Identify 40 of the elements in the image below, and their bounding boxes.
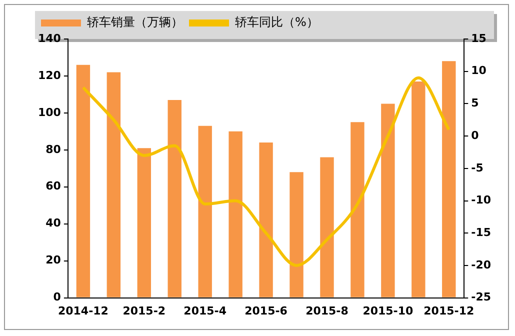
y-tick-label: 0 <box>53 290 62 304</box>
y-tick-label: 40 <box>46 216 62 230</box>
x-tick-label: 2015-8 <box>306 304 348 318</box>
y-tick-label: 100 <box>38 106 62 119</box>
y2-tick-label: 10 <box>471 64 487 78</box>
bar <box>350 122 364 298</box>
y-tick-label: 120 <box>38 68 62 82</box>
bar <box>137 148 152 298</box>
y-tick-label: 20 <box>46 254 62 267</box>
bar <box>259 142 273 298</box>
legend-label: 轿车销量（万辆） <box>87 15 183 30</box>
bar <box>198 126 212 298</box>
y2-tick-label: -15 <box>471 226 491 239</box>
x-tick-label: 2015-4 <box>184 304 227 318</box>
bar <box>228 131 242 298</box>
bar <box>442 61 456 298</box>
bar <box>76 64 90 298</box>
bar <box>381 104 395 298</box>
bar <box>412 82 426 298</box>
bar <box>106 72 121 298</box>
y2-tick-label: -5 <box>471 161 484 174</box>
x-tick-label: 2015-6 <box>244 304 288 318</box>
x-tick-label: 2015-12 <box>424 304 474 318</box>
bar <box>290 172 304 298</box>
bar <box>320 157 334 298</box>
bar <box>168 100 182 298</box>
y2-tick-label: -10 <box>471 194 492 207</box>
y2-tick-label: -20 <box>471 258 492 272</box>
y2-tick-label: -25 <box>471 290 491 304</box>
y-tick-label: 140 <box>38 32 62 45</box>
x-tick-label: 2014-12 <box>58 304 108 318</box>
line-series <box>82 76 450 267</box>
x-tick-label: 2015-2 <box>122 304 166 318</box>
legend-label: 轿车同比（%） <box>235 15 318 30</box>
y2-tick-label: 0 <box>471 128 480 142</box>
y2-tick-label: 15 <box>471 32 486 45</box>
y-tick-label: 80 <box>46 142 62 156</box>
y2-tick-label: 5 <box>471 96 479 110</box>
x-tick-label: 2015-10 <box>362 304 414 318</box>
y-tick-label: 60 <box>46 180 62 193</box>
